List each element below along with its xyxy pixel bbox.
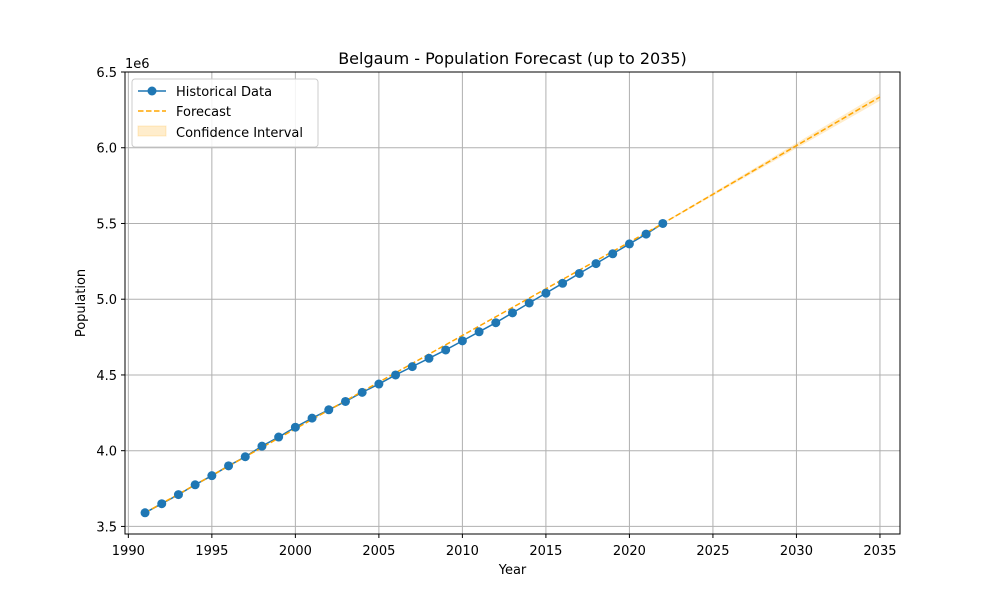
x-axis-ticks: 1990 1995 2000 2005 2010 2015 2020 2025 2030 2035 [112,534,897,559]
legend: Historical Data Forecast Confidence Inte… [131,78,319,148]
historical-data-point [290,422,300,432]
x-tick-label: 2000 [279,544,312,559]
historical-data-point [608,249,618,259]
x-tick-label: 2030 [780,544,813,559]
x-tick-label: 1990 [112,544,145,559]
y-offset-label: 1e6 [125,57,150,72]
y-tick-label: 6.0 [96,142,117,157]
historical-data-point [508,308,517,318]
y-tick-label: 4.0 [96,445,117,460]
historical-data-point [407,362,417,372]
grid-lines [125,71,900,534]
historical-data-point [491,318,501,328]
historical-data-point [424,353,434,363]
legend-historical-label: Historical Data [176,85,272,100]
historical-data-point [441,345,451,355]
x-axis-label: Year [498,563,527,578]
legend-confidence-swatch [137,125,167,137]
axes-frame [124,71,901,535]
historical-data-point [524,298,534,308]
historical-data-point [624,239,634,249]
historical-data-point [307,413,317,423]
historical-data-point [324,405,334,415]
legend-confidence-label: Confidence Interval [176,126,303,141]
historical-data-point [457,336,467,346]
y-tick-label: 5.0 [96,293,117,308]
y-axis-ticks: 3.5 4.0 4.5 5.0 5.5 6.0 6.5 [96,66,125,535]
historical-data-point [157,499,167,509]
historical-data-point [140,508,150,518]
historical-data-point [391,370,401,380]
historical-data-point [558,278,568,288]
x-tick-label: 2005 [362,544,395,559]
historical-data-point [541,288,551,298]
legend-historical-marker [147,86,157,96]
historical-data-point [173,490,183,500]
historical-data-point [574,268,584,278]
historical-data-point [240,452,250,462]
historical-data-point [658,218,668,228]
historical-data-point [474,327,484,337]
x-tick-label: 2010 [446,544,479,559]
x-tick-label: 2035 [863,544,896,559]
y-tick-label: 5.5 [96,217,117,232]
legend-forecast-label: Forecast [176,105,231,120]
y-tick-label: 6.5 [96,66,117,81]
historical-data-point [374,379,384,389]
x-tick-label: 2015 [529,544,562,559]
historical-data-point [207,471,217,481]
historical-data-point [641,229,651,239]
historical-data-point [591,259,601,269]
historical-data-point [257,441,267,451]
x-tick-label: 2025 [696,544,729,559]
historical-data-point [224,461,234,471]
historical-data-point [357,387,367,397]
historical-markers [140,218,668,518]
historical-data-point [190,480,200,490]
y-tick-label: 3.5 [96,520,117,535]
chart-title: Belgaum - Population Forecast (up to 203… [338,49,687,68]
historical-data-point [274,432,284,442]
historical-data-point [340,396,350,406]
x-tick-label: 2020 [613,544,646,559]
y-axis-label: Population [74,269,89,337]
x-tick-label: 1995 [195,544,228,559]
y-tick-label: 4.5 [96,369,117,384]
legend-box [131,78,319,148]
